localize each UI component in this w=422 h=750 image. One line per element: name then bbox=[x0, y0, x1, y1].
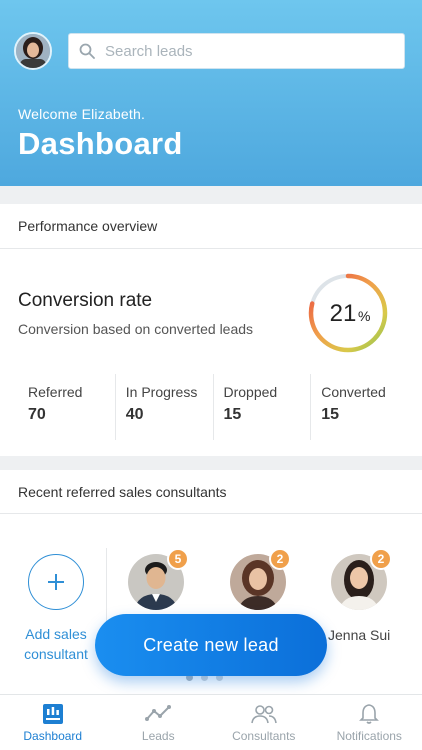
search-bar[interactable] bbox=[68, 33, 405, 69]
stat-value: 15 bbox=[223, 406, 242, 423]
stat-label: Referred bbox=[28, 384, 83, 400]
carousel-dot[interactable] bbox=[186, 674, 193, 681]
add-consultant-label[interactable]: Add sales consultant bbox=[10, 624, 102, 664]
stat-dropped[interactable]: Dropped 15 bbox=[212, 374, 311, 440]
welcome-text: Welcome Elizabeth. bbox=[18, 106, 146, 122]
divider bbox=[0, 513, 422, 514]
stats-row: Referred 70 In Progress 40 Dropped 15 Co… bbox=[18, 374, 408, 440]
tab-label: Consultants bbox=[232, 729, 296, 743]
dashboard-icon bbox=[42, 704, 63, 724]
plus-icon bbox=[48, 574, 64, 590]
create-new-lead-button[interactable]: Create new lead bbox=[95, 614, 327, 676]
performance-card: Performance overview Conversion rate Con… bbox=[0, 204, 422, 456]
carousel-dot[interactable] bbox=[201, 674, 208, 681]
stat-converted[interactable]: Converted 15 bbox=[310, 374, 408, 440]
bell-icon bbox=[359, 704, 380, 724]
conversion-rate-value: 21 bbox=[330, 300, 357, 327]
tab-leads[interactable]: Leads bbox=[106, 695, 212, 750]
conversion-title: Conversion rate bbox=[18, 290, 153, 311]
add-label-line: Add sales bbox=[25, 626, 87, 642]
conversion-ring-arc bbox=[308, 273, 388, 353]
separator bbox=[106, 548, 107, 638]
search-icon bbox=[79, 43, 95, 59]
stat-value: 15 bbox=[321, 406, 340, 423]
page-title: Dashboard bbox=[18, 126, 183, 161]
conversion-rate-unit: % bbox=[358, 308, 370, 324]
carousel-dots bbox=[186, 674, 223, 681]
tab-label: Notifications bbox=[336, 729, 402, 743]
stat-value: 70 bbox=[28, 406, 46, 423]
consultant-count-badge: 5 bbox=[167, 548, 189, 570]
carousel-dot[interactable] bbox=[216, 674, 223, 681]
stat-referred[interactable]: Referred 70 bbox=[18, 374, 115, 440]
stat-label: Dropped bbox=[223, 384, 278, 400]
tab-label: Leads bbox=[141, 729, 175, 743]
stat-in-progress[interactable]: In Progress 40 bbox=[114, 374, 213, 440]
leads-chart-icon bbox=[145, 705, 172, 721]
consultant-count-badge: 2 bbox=[370, 548, 392, 570]
tab-dashboard[interactable]: Dashboard bbox=[0, 695, 106, 750]
stat-label: Converted bbox=[321, 384, 386, 400]
consultant-avatar[interactable] bbox=[230, 554, 286, 610]
add-label-line: consultant bbox=[24, 646, 88, 662]
consultant-name: Jenna Sui bbox=[328, 627, 391, 643]
search-input[interactable] bbox=[105, 42, 385, 60]
tab-consultants[interactable]: Consultants bbox=[211, 695, 317, 750]
conversion-subtitle: Conversion based on converted leads bbox=[18, 321, 254, 337]
consultants-icon bbox=[250, 705, 277, 724]
recent-consultants-card: Recent referred sales consultants Add sa… bbox=[0, 470, 422, 694]
performance-section-title: Performance overview bbox=[18, 218, 158, 234]
conversion-ring: 21 % bbox=[307, 272, 389, 354]
stat-label: In Progress bbox=[125, 384, 198, 400]
user-avatar[interactable] bbox=[14, 32, 52, 70]
stat-value: 40 bbox=[125, 406, 144, 423]
bottom-tab-bar: Dashboard Leads Consultants Notification… bbox=[0, 694, 422, 750]
tab-notifications[interactable]: Notifications bbox=[317, 695, 422, 750]
recent-section-title: Recent referred sales consultants bbox=[18, 484, 227, 500]
add-consultant-button[interactable] bbox=[28, 554, 84, 610]
header: Welcome Elizabeth. Dashboard bbox=[0, 0, 422, 186]
consultant-count-badge: 2 bbox=[269, 548, 291, 570]
tab-label: Dashboard bbox=[23, 729, 83, 743]
divider bbox=[0, 248, 422, 249]
